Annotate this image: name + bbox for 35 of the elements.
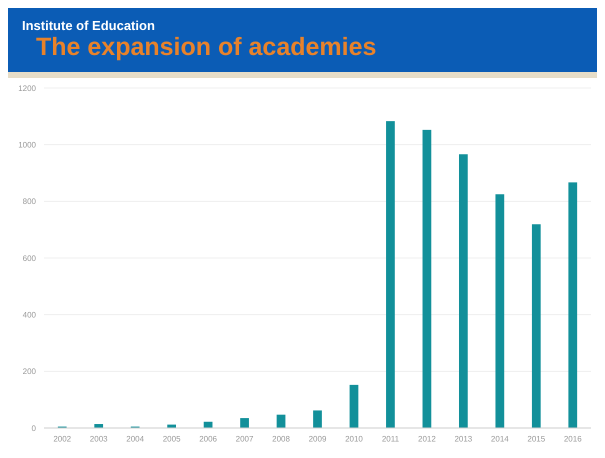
bar (240, 418, 249, 428)
bar (313, 410, 322, 428)
bar (458, 154, 468, 428)
y-tick-label: 0 (32, 424, 37, 433)
x-tick-label: 2009 (308, 434, 327, 444)
bar (350, 384, 358, 428)
y-tick-label: 600 (22, 254, 37, 263)
x-tick-label: 2010 (345, 434, 364, 444)
bar (568, 182, 578, 428)
bar (422, 130, 432, 428)
x-tick-label: 2013 (454, 434, 473, 444)
x-tick-label: 2007 (236, 434, 254, 444)
y-tick-label: 1000 (18, 140, 37, 150)
y-tick-label: 1200 (18, 84, 37, 93)
x-tick-label: 2016 (564, 434, 582, 444)
y-tick-label: 400 (22, 310, 37, 320)
bar (204, 422, 212, 428)
x-tick-label: 2004 (126, 434, 145, 444)
bar (532, 224, 541, 428)
x-tick-label: 2012 (418, 434, 436, 444)
x-tick-label: 2002 (53, 434, 72, 444)
x-tick-label: 2015 (527, 434, 546, 444)
x-tick-label: 2005 (162, 434, 182, 444)
x-tick-label: 2003 (90, 434, 108, 444)
bar (495, 194, 504, 428)
x-tick-label: 2006 (199, 434, 218, 444)
bar (276, 414, 286, 428)
y-tick-label: 800 (22, 197, 37, 206)
x-tick-label: 2011 (382, 434, 400, 444)
x-tick-label: 2008 (272, 434, 290, 444)
y-tick-label: 200 (22, 367, 37, 376)
x-tick-label: 2014 (490, 434, 510, 444)
bar (386, 121, 395, 428)
chart-title: The expansion of academies (36, 33, 378, 62)
chart-subtitle: Institute of Education (22, 18, 156, 33)
